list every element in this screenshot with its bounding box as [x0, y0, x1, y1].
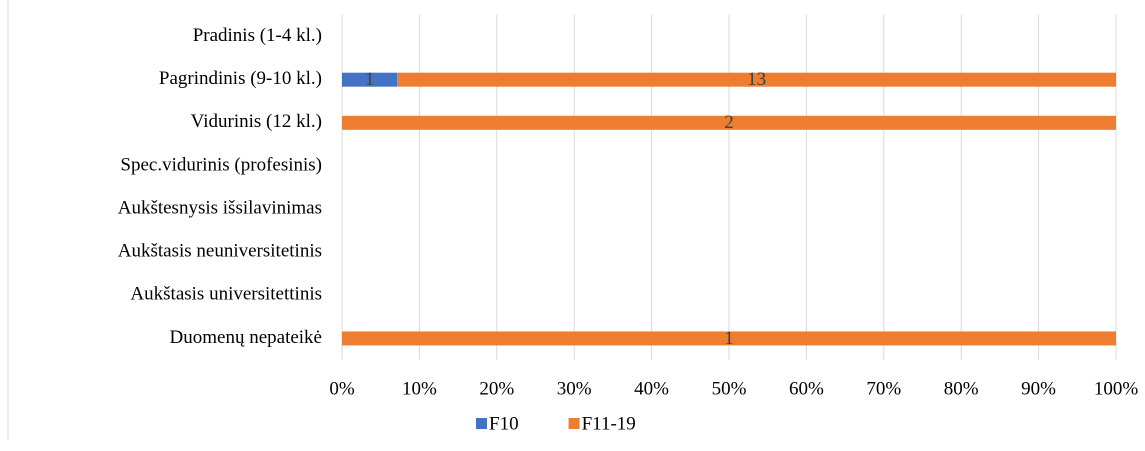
legend-swatch: [568, 418, 580, 429]
data-label: 1: [724, 328, 734, 349]
bar-segment: [342, 72, 398, 87]
x-tick-label: 10%: [402, 378, 437, 399]
y-tick-label: Aukštesnysis išsilavinimas: [118, 197, 322, 218]
data-label: 2: [724, 112, 734, 133]
x-tick-label: 20%: [479, 378, 514, 399]
x-tick-label: 100%: [1094, 378, 1139, 399]
x-tick-label: 30%: [557, 378, 592, 399]
x-tick-label: 90%: [1021, 378, 1056, 399]
legend-swatch: [476, 418, 487, 429]
x-tick-label: 50%: [712, 378, 747, 399]
y-tick-label: Aukštasis neuniversitetinis: [118, 241, 322, 262]
y-tick-label: Pagrindinis (9-10 kl.): [159, 68, 322, 89]
y-tick-label: Spec.vidurinis (profesinis): [120, 154, 322, 175]
legend-label: F11-19: [582, 413, 636, 434]
bar-segment: [342, 331, 1116, 346]
y-tick-label: Duomenų nepateikė: [170, 327, 322, 348]
legend-label: F10: [489, 413, 519, 434]
x-tick-label: 70%: [866, 378, 901, 399]
x-tick-label: 60%: [789, 378, 824, 399]
y-tick-label: Pradinis (1-4 kl.): [193, 25, 322, 46]
x-tick-label: 80%: [944, 378, 979, 399]
data-label: 13: [747, 69, 766, 90]
y-tick-label: Aukštasis universitettinis: [130, 284, 322, 305]
bar-segment: [397, 72, 1116, 87]
data-label: 1: [365, 69, 375, 90]
x-tick-label: 0%: [329, 378, 355, 399]
bar-segment: [342, 115, 1116, 130]
y-tick-label: Vidurinis (12 kl.): [191, 111, 322, 132]
x-tick-label: 40%: [634, 378, 669, 399]
